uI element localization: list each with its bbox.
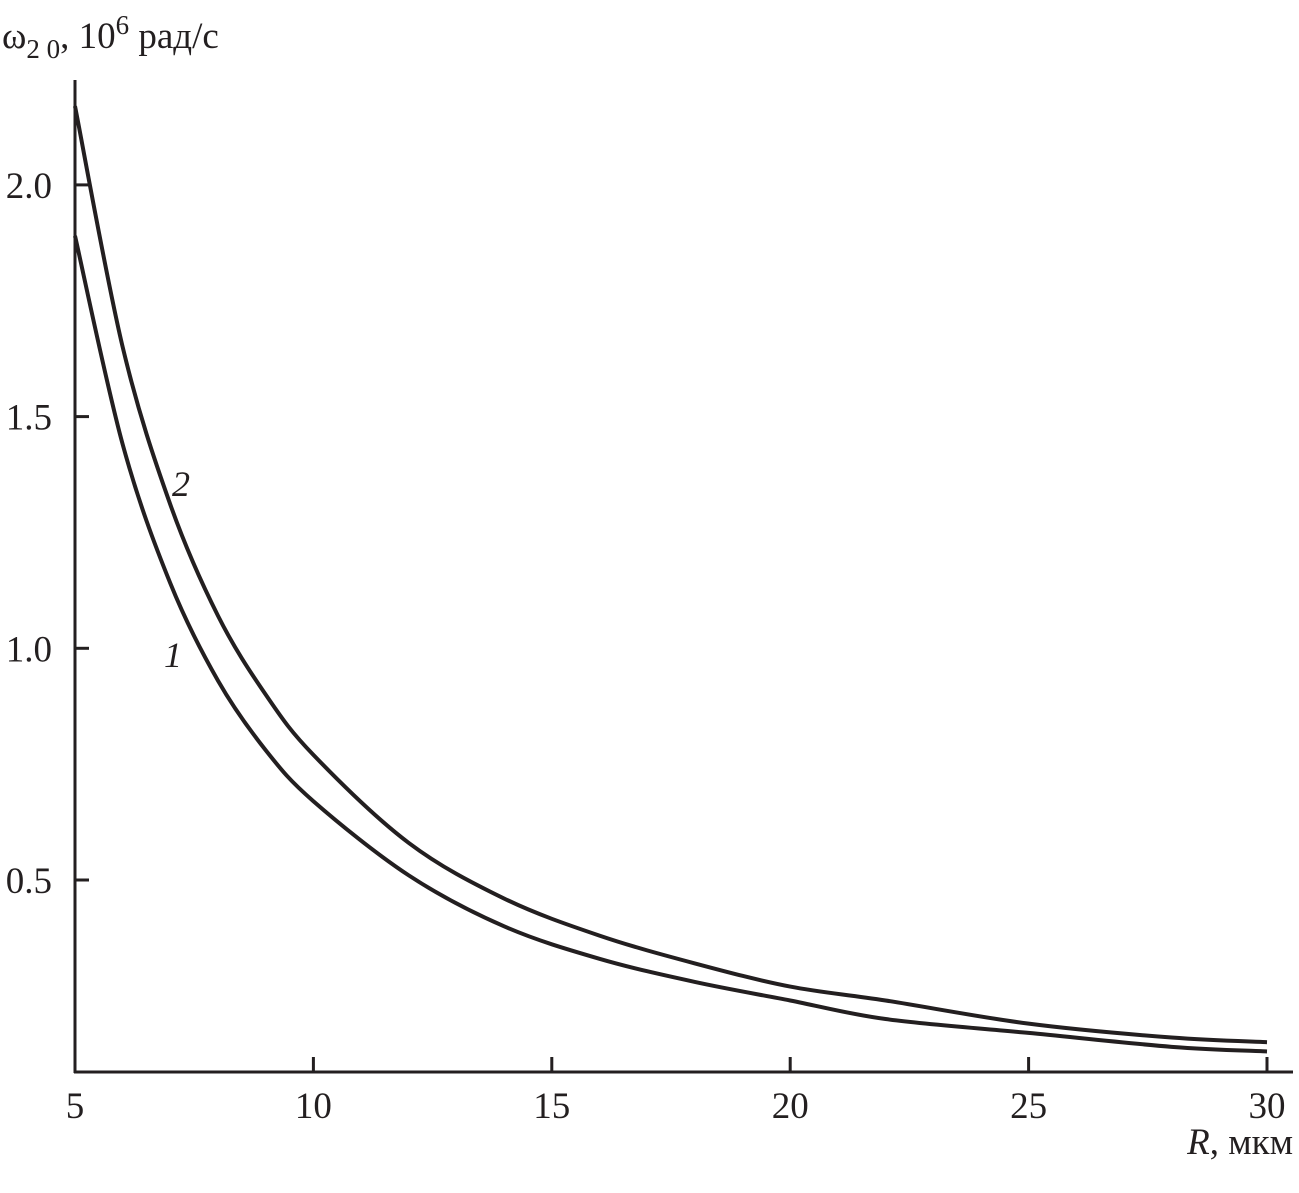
x-label-unit: , мкм bbox=[1210, 1122, 1293, 1163]
y-label-superscript: 6 bbox=[116, 10, 130, 40]
series-lines bbox=[73, 105, 1268, 1054]
x-tick-label: 5 bbox=[66, 1086, 85, 1127]
x-tick-label: 15 bbox=[533, 1086, 570, 1127]
series-line-1 bbox=[73, 235, 1268, 1054]
x-label-variable: R bbox=[1186, 1122, 1210, 1163]
y-label-symbol: ω bbox=[2, 16, 26, 57]
x-tick-label: 20 bbox=[772, 1086, 809, 1127]
series-label-1: 1 bbox=[164, 635, 182, 675]
x-tick-label: 30 bbox=[1249, 1086, 1286, 1127]
x-axis-label: R, мкм bbox=[1186, 1122, 1293, 1163]
y-tick-label: 1.5 bbox=[6, 398, 52, 439]
y-axis-label: ω2 0, 106 рад/с bbox=[2, 10, 219, 64]
y-label-unit: рад/с bbox=[129, 16, 219, 57]
y-label-subscript: 2 0 bbox=[26, 34, 60, 64]
x-tick-label: 10 bbox=[295, 1086, 332, 1127]
y-tick-label: 1.0 bbox=[6, 629, 52, 670]
x-tick-label: 25 bbox=[1010, 1086, 1047, 1127]
axes bbox=[73, 80, 1293, 1074]
y-tick-label: 2.0 bbox=[6, 166, 52, 207]
ticks: 5 10 15 20 25 30 0.5 1.0 1.5 2.0 bbox=[6, 166, 1286, 1127]
y-tick-label: 0.5 bbox=[6, 861, 52, 902]
series-label-2: 2 bbox=[172, 464, 190, 504]
series-line-2 bbox=[73, 105, 1268, 1045]
y-label-unit-prefix: , 10 bbox=[60, 16, 116, 57]
